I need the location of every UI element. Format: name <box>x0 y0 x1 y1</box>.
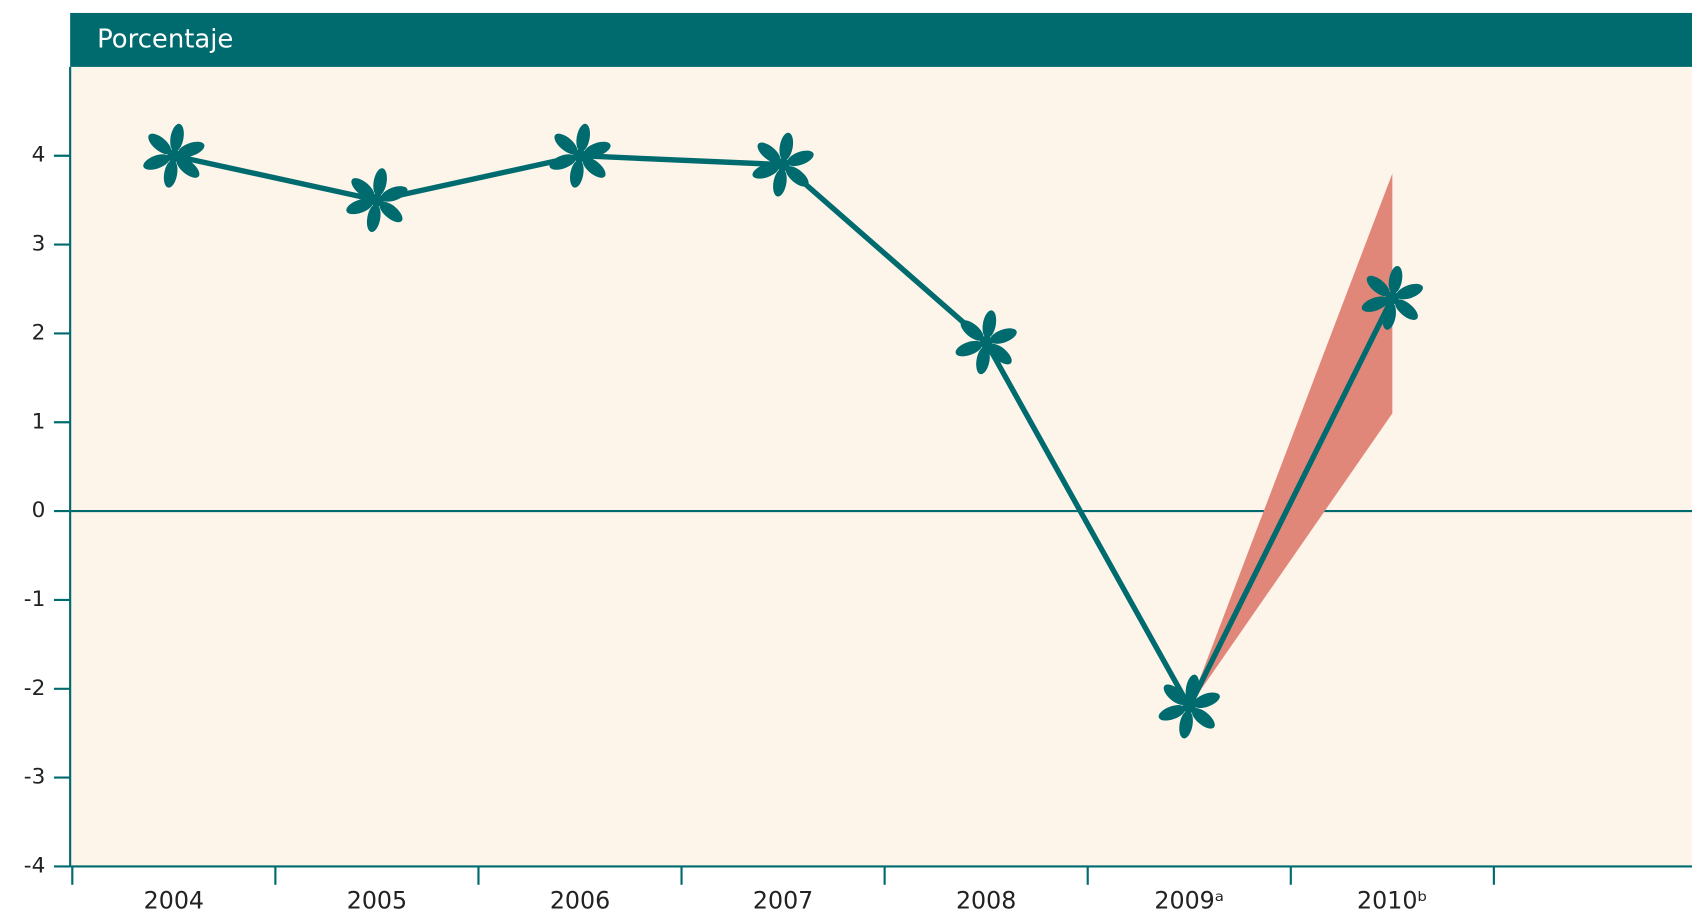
marker-petal <box>976 346 990 375</box>
marker-petal <box>960 320 984 341</box>
marker-petal <box>1193 692 1220 709</box>
y-tick-label: 4 <box>32 143 46 168</box>
marker-center <box>979 335 993 349</box>
marker-petal <box>554 133 578 155</box>
plot-background <box>70 66 1692 867</box>
asterisk-marker <box>549 123 611 188</box>
marker-center <box>167 149 181 163</box>
marker-petal <box>576 123 591 152</box>
marker-petal <box>176 157 200 178</box>
marker-center <box>1182 700 1196 714</box>
marker-petal <box>582 157 606 178</box>
marker-petal <box>1366 275 1390 297</box>
marker-petal <box>773 168 787 197</box>
marker-petal <box>785 166 809 187</box>
y-tick-label: -1 <box>24 587 46 612</box>
y-tick-label: -2 <box>24 676 46 701</box>
y-tick-label: -4 <box>24 853 46 878</box>
marker-petal <box>955 340 983 357</box>
marker-petal <box>786 150 814 167</box>
marker-petal <box>366 204 381 233</box>
marker-petal <box>373 168 387 196</box>
marker-petal <box>752 163 780 179</box>
marker-petal <box>379 201 403 223</box>
asterisk-marker <box>1158 674 1220 739</box>
y-tick-label: 3 <box>32 232 46 257</box>
marker-center <box>1385 291 1399 305</box>
marker-petal <box>1185 674 1200 703</box>
marker-petal <box>351 178 375 199</box>
y-tick-label: 0 <box>32 498 46 523</box>
x-tick-label: 2008 <box>956 887 1016 915</box>
header-bar <box>70 12 1692 67</box>
asterisk-marker <box>955 310 1017 375</box>
x-tick-label: 2007 <box>753 887 813 915</box>
marker-center <box>370 193 384 207</box>
chart-title: Porcentaje <box>97 24 233 54</box>
marker-petal <box>1382 302 1396 330</box>
asterisk-marker <box>143 123 205 188</box>
x-tick-label: 2010ᵇ <box>1357 887 1428 915</box>
marker-petal <box>1191 708 1215 729</box>
marker-petal <box>148 133 172 155</box>
marker-petal <box>988 343 1012 365</box>
asterisk-marker <box>752 132 814 197</box>
x-tick-label: 2009ᵃ <box>1154 887 1224 915</box>
y-tick-label: -3 <box>24 765 46 790</box>
marker-petal <box>549 154 577 170</box>
asterisk-marker <box>1361 265 1423 330</box>
marker-center <box>573 149 587 163</box>
marker-petal <box>170 123 184 152</box>
marker-petal <box>1163 684 1187 706</box>
marker-petal <box>380 186 408 202</box>
x-tick-label: 2005 <box>347 887 407 915</box>
marker-petal <box>1179 710 1193 739</box>
marker-petal <box>177 141 205 158</box>
y-tick-label: 1 <box>32 409 46 434</box>
marker-petal <box>1396 283 1423 300</box>
marker-center <box>776 158 790 172</box>
marker-petal <box>163 159 178 188</box>
marker-petal <box>346 198 374 215</box>
asterisk-marker <box>346 168 408 233</box>
marker-petal <box>1388 265 1403 294</box>
marker-petal <box>583 141 611 158</box>
x-tick-label: 2006 <box>550 887 610 915</box>
y-tick-label: 2 <box>32 320 46 345</box>
x-tick-label: 2004 <box>144 887 204 915</box>
marker-petal <box>779 132 794 161</box>
marker-petal <box>990 328 1017 344</box>
marker-petal <box>757 142 781 164</box>
marker-petal <box>1394 299 1418 320</box>
marker-petal <box>982 310 997 339</box>
marker-petal <box>1158 705 1186 721</box>
marker-petal <box>143 154 170 170</box>
marker-petal <box>569 159 584 188</box>
marker-petal <box>1361 296 1389 312</box>
